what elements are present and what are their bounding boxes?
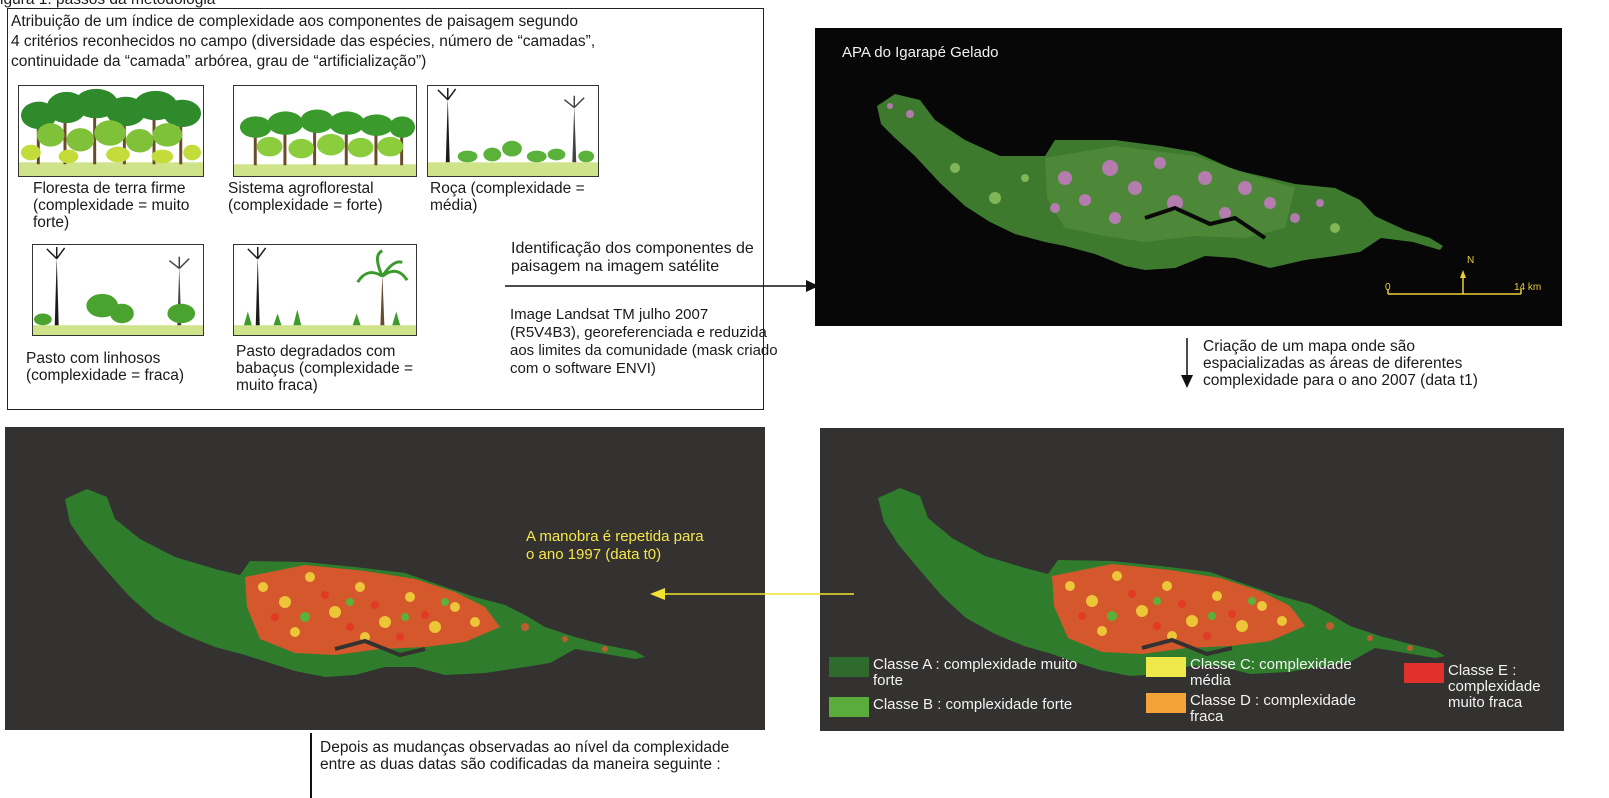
step-line: complexidade para o ano 2007 (data t1) [1203, 372, 1478, 389]
step-line: espacializadas as áreas de diferentes [1203, 355, 1463, 372]
north-label: N [1467, 255, 1475, 266]
note-line: A manobra é repetida para [526, 528, 704, 545]
step-line: entre as duas datas são codificadas da m… [320, 756, 721, 773]
legend-class-d: Classe D : complexidade fraca [1146, 693, 1356, 725]
legend-class-c: Classe C: complexidade média [1146, 657, 1352, 689]
criteria-box [7, 8, 764, 410]
criteria-title-line: 4 critérios reconhecidos no campo (diver… [11, 33, 596, 50]
info-line: (R5V4B3), georeferenciada e reduzida [510, 324, 767, 341]
legend-swatch [829, 657, 869, 677]
yellow-arrow-left [650, 588, 854, 600]
forest-illustration [18, 85, 204, 177]
caption-line: Floresta de terra firme [33, 180, 186, 197]
legend-swatch [1146, 693, 1186, 713]
identification-step-text: Identificação dos componentes de paisage… [511, 240, 754, 276]
scale-end-label: 14 km [1514, 282, 1542, 293]
image-info-text: Image Landsat TM julho 2007 (R5V4B3), ge… [510, 306, 778, 378]
legend-label: Classe A : complexidade muito forte [873, 657, 1077, 689]
info-line: aos limites da comunidade (mask criado [510, 342, 778, 359]
connector-line [310, 733, 312, 798]
legend-swatch [1404, 663, 1444, 683]
pasto-linhosos-caption: Pasto com linhosos (complexidade = fraca… [26, 350, 184, 384]
caption-line: (complexidade = muito [33, 197, 190, 214]
caption-line: Sistema agroflorestal [228, 180, 374, 197]
criteria-title-line: continuidade da “camada” arbórea, grau d… [11, 53, 427, 70]
info-line: com o software ENVI) [510, 360, 656, 377]
forest-caption: Floresta de terra firme (complexidade = … [33, 180, 189, 231]
pasto-degradado-illustration [233, 244, 417, 336]
agroforestry-illustration [233, 85, 417, 177]
legend-line: fraca [1190, 708, 1224, 725]
caption-line: (complexidade = fraca) [26, 367, 185, 384]
changes-step-text: Depois as mudanças observadas ao nível d… [320, 739, 729, 773]
legend-line: Classe D : complexidade [1190, 692, 1356, 709]
agroforestry-caption: Sistema agroflorestal (complexidade = fo… [228, 180, 383, 214]
legend-line: muito fraca [1448, 694, 1523, 711]
legend-swatch [1146, 657, 1186, 677]
criteria-title: Atribuição de um índice de complexidade … [11, 12, 771, 72]
step-line: Identificação dos componentes de [511, 240, 754, 257]
legend-line: complexidade [1448, 678, 1541, 695]
repeat-note: A manobra é repetida para o ano 1997 (da… [526, 528, 704, 564]
legend-line: Classe C: complexidade [1190, 656, 1352, 673]
caption-line: muito fraca) [236, 377, 318, 394]
legend-line: média [1190, 672, 1231, 689]
caption-line: forte) [33, 214, 70, 231]
legend-swatch [829, 697, 869, 717]
legend-class-a: Classe A : complexidade muito forte [829, 657, 1077, 689]
pasto-linhosos-illustration [32, 244, 204, 336]
caption-line: (complexidade = forte) [228, 197, 383, 214]
step-line: paisagem na imagem satélite [511, 258, 720, 275]
legend-line: Classe A : complexidade muito [873, 656, 1078, 673]
map-step-text: Criação de um mapa onde são espacializad… [1203, 338, 1478, 389]
legend-line: Classe E : [1448, 662, 1517, 679]
legend-label: Classe B : complexidade forte [873, 697, 1072, 713]
map-1997-panel [5, 427, 765, 730]
figure-caption: igura 1: passos da metodologia [0, 0, 215, 9]
note-line: o ano 1997 (data t0) [526, 546, 662, 563]
legend-class-b: Classe B : complexidade forte [829, 697, 1072, 717]
step-line: Depois as mudanças observadas ao nível d… [320, 739, 730, 756]
scale-start-label: 0 [1385, 282, 1391, 293]
info-line: Image Landsat TM julho 2007 [510, 306, 709, 323]
caption-line: Pasto degradados com [236, 343, 396, 360]
legend-line: Classe B : complexidade forte [873, 696, 1073, 713]
caption-line: Pasto com linhosos [26, 350, 161, 367]
step-line: Criação de um mapa onde são [1203, 338, 1415, 355]
caption-line: Roça (complexidade = [430, 180, 585, 197]
arrow-to-satellite [505, 280, 819, 292]
roca-illustration [427, 85, 599, 177]
roca-caption: Roça (complexidade = média) [430, 180, 585, 214]
arrow-down [1181, 338, 1193, 388]
legend-label: Classe C: complexidade média [1190, 657, 1352, 689]
criteria-title-line: Atribuição de um índice de complexidade … [11, 13, 578, 30]
legend-label: Classe E : complexidade muito fraca [1448, 663, 1541, 711]
pasto-degradado-caption: Pasto degradados com babaçus (complexida… [236, 343, 413, 394]
caption-line: babaçus (complexidade = [236, 360, 414, 377]
satellite-image-panel [815, 28, 1562, 326]
satellite-title: APA do Igarapé Gelado [842, 44, 999, 61]
legend-class-e: Classe E : complexidade muito fraca [1404, 663, 1541, 711]
legend-line: forte [873, 672, 904, 689]
caption-line: média) [430, 197, 478, 214]
legend-label: Classe D : complexidade fraca [1190, 693, 1356, 725]
